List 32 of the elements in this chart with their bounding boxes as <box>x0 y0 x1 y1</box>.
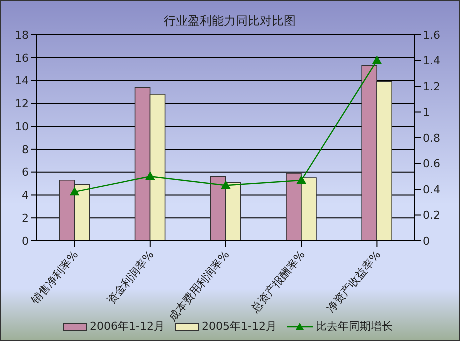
y2-tick-label: 1.2 <box>423 80 440 94</box>
y2-tick-label: 0 <box>423 234 430 248</box>
point <box>146 172 155 180</box>
legend-label: 2005年1-12月 <box>202 319 277 334</box>
x-tick-label: 净资产收益率% <box>324 248 384 316</box>
legend-label: 2006年1-12月 <box>90 319 165 334</box>
y-tick-label: 10 <box>15 120 29 134</box>
y-tick-label: 16 <box>15 52 29 65</box>
chart-title: 行业盈利能力同比对比图 <box>163 13 297 30</box>
y-tick-label: 14 <box>15 74 29 88</box>
y2-tick-label: 1.6 <box>423 28 440 42</box>
y-tick-label: 2 <box>22 212 29 226</box>
point <box>372 56 382 64</box>
point <box>222 181 230 190</box>
x-tick-label: 资金利润率% <box>104 248 157 308</box>
y-tick-label: 18 <box>15 28 29 42</box>
y2-tick-label: 0.2 <box>423 209 440 222</box>
x-tick-label: 销售净利率% <box>28 248 82 308</box>
point <box>70 188 80 196</box>
y-tick-label: 8 <box>22 143 29 156</box>
y-tick-label: 6 <box>22 166 29 180</box>
y2-tick-label: 0.8 <box>423 132 440 145</box>
legend-label: 比去年同期增长 <box>316 319 393 334</box>
y2-tick-label: 1.4 <box>423 54 440 68</box>
y2-tick-label: 1 <box>423 106 430 120</box>
point <box>297 176 306 184</box>
y-tick-label: 12 <box>15 98 29 111</box>
y2-tick-label: 0.4 <box>423 183 440 196</box>
y-tick-label: 0 <box>22 234 29 248</box>
y-tick-label: 4 <box>22 189 29 202</box>
y2-tick-label: 0.6 <box>423 158 440 171</box>
x-tick-label: 总资产报酬率% <box>248 248 308 316</box>
